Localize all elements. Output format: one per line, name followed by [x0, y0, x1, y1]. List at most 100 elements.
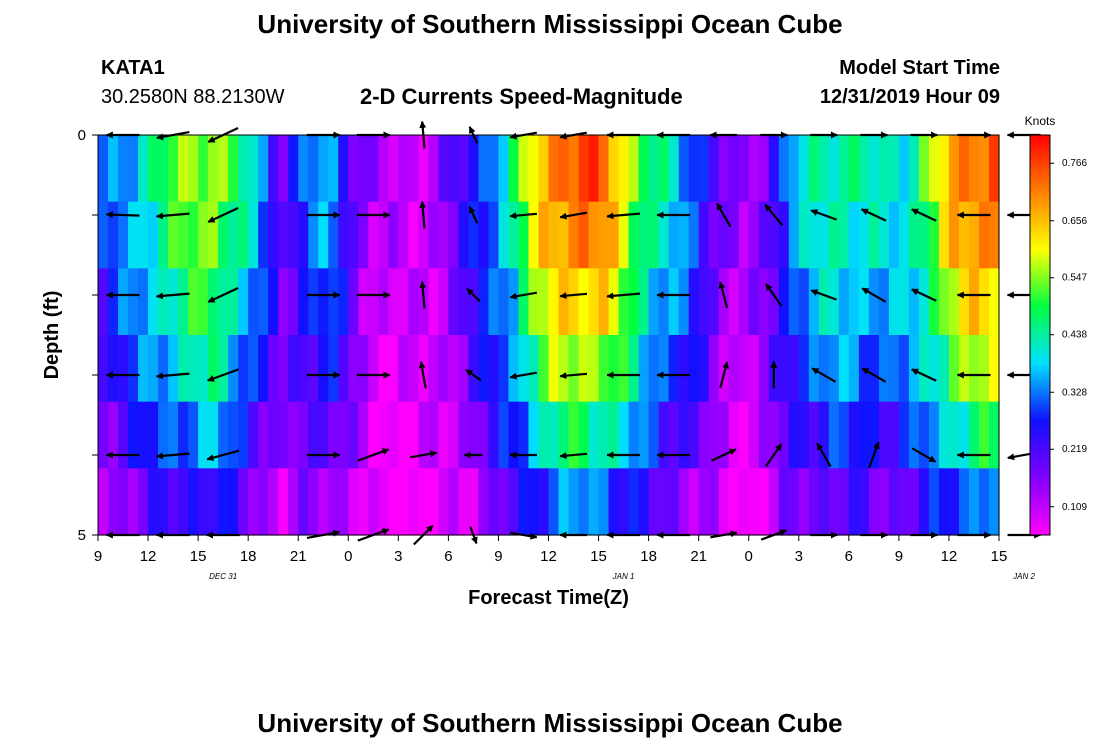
heatmap-cell — [648, 135, 660, 203]
heatmap-cell — [778, 201, 790, 269]
heatmap-cell — [568, 335, 580, 403]
current-arrow — [606, 292, 641, 300]
heatmap-cell — [188, 268, 199, 336]
heatmap-cell — [668, 335, 680, 403]
heatmap-cell — [738, 401, 750, 469]
heatmap-cell — [408, 335, 419, 403]
heatmap-cell — [438, 201, 449, 269]
heatmap-cell — [568, 401, 580, 469]
heatmap-cell — [668, 268, 680, 336]
heatmap-cell — [158, 468, 169, 536]
heatmap-cell — [618, 335, 630, 403]
heatmap-cell — [688, 468, 700, 536]
heatmap-cell — [268, 335, 279, 403]
current-arrow — [765, 283, 783, 307]
heatmap-cell — [338, 468, 349, 536]
heatmap-cell — [928, 135, 940, 203]
heatmap-cell — [108, 268, 119, 336]
heatmap-cell — [508, 401, 520, 469]
heatmap-cell — [608, 135, 620, 203]
heatmap-cell — [288, 268, 299, 336]
heatmap-cell — [638, 135, 650, 203]
heatmap-cell — [948, 335, 960, 403]
heatmap-cell — [458, 201, 470, 269]
current-arrow — [811, 367, 837, 383]
heatmap-cell — [578, 401, 590, 469]
heatmap-cell — [748, 201, 760, 269]
heatmap-cell — [838, 268, 850, 336]
heatmap-cell — [678, 135, 690, 203]
heatmap-cell — [818, 201, 830, 269]
heatmap-cell — [208, 401, 219, 469]
current-arrow — [509, 212, 537, 220]
heatmap-cell — [548, 335, 560, 403]
heatmap-cell — [148, 268, 159, 336]
heatmap-cell — [868, 135, 880, 203]
heatmap-cell — [408, 468, 419, 536]
heatmap-cell — [918, 401, 930, 469]
heatmap-cell — [378, 135, 389, 203]
heatmap-cell — [488, 135, 500, 203]
heatmap-cell — [98, 135, 109, 203]
heatmap-cell — [508, 335, 520, 403]
heatmap-cell — [98, 401, 109, 469]
heatmap-cell — [858, 268, 870, 336]
current-arrow — [911, 368, 937, 382]
heatmap-cell — [978, 401, 990, 469]
heatmap-cell — [548, 201, 560, 269]
heatmap-cell — [288, 135, 299, 203]
heatmap-cell — [228, 335, 239, 403]
heatmap-cell — [438, 335, 449, 403]
heatmap-cell — [558, 468, 570, 536]
heatmap-cell — [238, 335, 249, 403]
colorbar: Knots 0.766 0.656 0.547 0.438 0.328 0.219 0.109 — [1025, 114, 1087, 536]
heatmap-cell — [148, 468, 159, 536]
heatmap-cell — [708, 135, 720, 203]
heatmap-cell — [198, 468, 209, 536]
heatmap-cell — [398, 401, 409, 469]
heatmap-cell — [478, 135, 490, 203]
heatmap-cell — [788, 468, 800, 536]
heatmap-cell — [538, 401, 550, 469]
heatmap-cell — [398, 468, 409, 536]
heatmap-cell — [328, 268, 339, 336]
y-axis-label: Depth (ft) — [41, 291, 63, 380]
heatmap-cell — [838, 401, 850, 469]
model-start-value: 12/31/2019 Hour 09 — [819, 86, 1000, 108]
heatmap-cell — [358, 335, 369, 403]
heatmap-cell — [758, 335, 770, 403]
current-arrow — [155, 292, 190, 300]
heatmap-cell — [218, 401, 229, 469]
current-arrow — [207, 207, 239, 223]
x-tick-label: 21 — [290, 548, 307, 565]
heatmap-cell — [938, 468, 950, 536]
heatmap-cell — [468, 268, 480, 336]
heatmap-cell — [898, 268, 910, 336]
heatmap-cell — [838, 135, 850, 203]
heatmap-cell — [468, 401, 480, 469]
heatmap-cell — [738, 335, 750, 403]
heatmap-cell — [518, 468, 530, 536]
heatmap-cell — [958, 268, 970, 336]
heatmap-cell — [658, 401, 670, 469]
x-tick-label: 9 — [895, 548, 903, 565]
heatmap-cell — [438, 401, 449, 469]
heatmap-cell — [248, 135, 259, 203]
heatmap-cell — [618, 468, 630, 536]
heatmap-cell — [918, 335, 930, 403]
heatmap-cell — [278, 468, 289, 536]
heatmap-cell — [388, 201, 399, 269]
current-arrow — [868, 441, 880, 469]
heatmap-cell — [568, 468, 580, 536]
heatmap-cell — [588, 468, 600, 536]
current-arrow — [466, 287, 481, 303]
heatmap-cell — [108, 135, 119, 203]
heatmap-cell — [648, 201, 660, 269]
heatmap-cell — [128, 401, 139, 469]
heatmap-cell — [568, 135, 580, 203]
heatmap-cell — [868, 201, 880, 269]
heatmap-cell — [188, 468, 199, 536]
heatmap-cell — [258, 268, 269, 336]
heatmap-cell — [318, 135, 329, 203]
